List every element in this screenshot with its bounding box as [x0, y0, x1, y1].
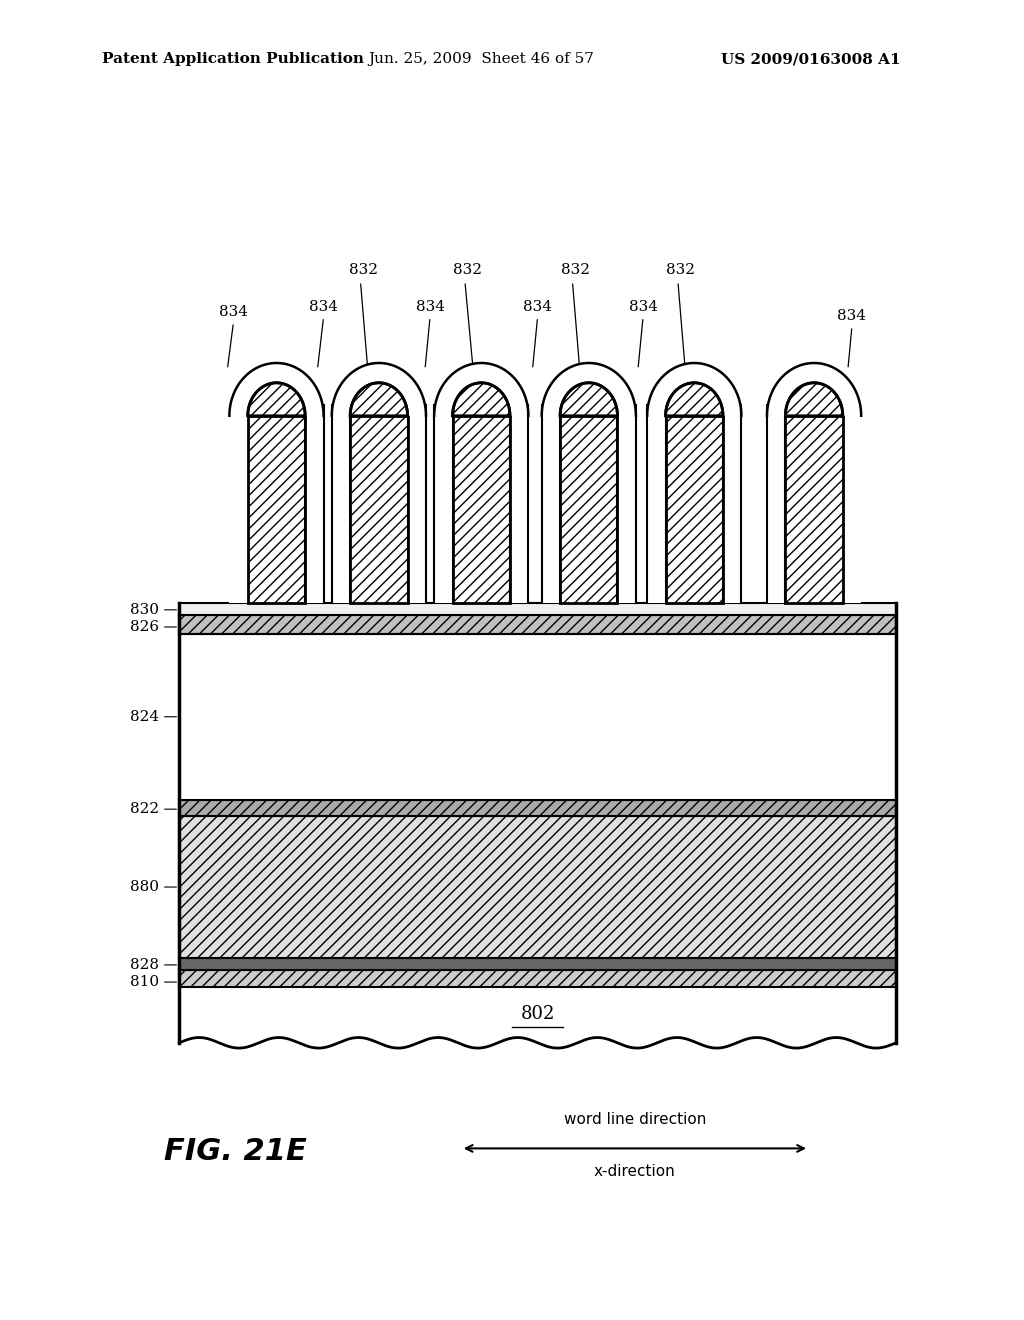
Polygon shape	[785, 383, 843, 416]
Polygon shape	[666, 383, 723, 416]
Bar	[179, 958, 896, 970]
Text: Jun. 25, 2009  Sheet 46 of 57: Jun. 25, 2009 Sheet 46 of 57	[369, 53, 594, 66]
Text: FIG. 21E: FIG. 21E	[164, 1137, 307, 1166]
Text: word line direction: word line direction	[563, 1113, 707, 1127]
Bar	[332, 405, 350, 603]
Polygon shape	[332, 363, 426, 416]
Text: 810: 810	[130, 975, 159, 989]
Text: 834: 834	[219, 305, 248, 319]
Bar	[179, 970, 896, 987]
Bar	[408, 405, 426, 603]
Bar	[179, 816, 896, 958]
Polygon shape	[229, 363, 324, 416]
Text: 834: 834	[309, 300, 338, 314]
Polygon shape	[542, 363, 636, 416]
Text: 834: 834	[838, 309, 866, 323]
Bar	[510, 405, 528, 603]
Text: 834: 834	[629, 300, 657, 314]
Bar	[179, 987, 896, 1043]
Bar	[843, 405, 861, 603]
Bar	[453, 416, 510, 603]
Polygon shape	[647, 363, 741, 416]
Text: 832: 832	[667, 263, 695, 277]
Text: 826: 826	[130, 620, 159, 634]
Text: 834: 834	[416, 300, 444, 314]
Polygon shape	[434, 363, 528, 416]
Text: 822: 822	[130, 803, 159, 816]
Bar	[248, 416, 305, 603]
Bar	[647, 405, 666, 603]
Bar	[785, 416, 843, 603]
Bar	[179, 615, 896, 634]
Bar	[179, 634, 896, 800]
Polygon shape	[767, 363, 861, 416]
Bar	[767, 405, 785, 603]
Text: 832: 832	[561, 263, 590, 277]
Text: 824: 824	[130, 710, 159, 723]
Bar	[542, 405, 560, 603]
Bar	[617, 405, 636, 603]
Bar	[350, 416, 408, 603]
Bar	[305, 405, 324, 603]
Text: 802: 802	[520, 1005, 555, 1023]
Text: 832: 832	[454, 263, 482, 277]
Text: Patent Application Publication: Patent Application Publication	[102, 53, 365, 66]
Text: 832: 832	[349, 263, 378, 277]
Text: 880: 880	[130, 880, 159, 894]
Text: US 2009/0163008 A1: US 2009/0163008 A1	[722, 53, 901, 66]
Polygon shape	[453, 383, 510, 416]
Text: 834: 834	[523, 300, 552, 314]
Bar	[179, 603, 896, 615]
Polygon shape	[560, 383, 617, 416]
Bar	[560, 416, 617, 603]
Text: x-direction: x-direction	[594, 1164, 676, 1179]
Text: 830: 830	[130, 603, 159, 616]
Polygon shape	[248, 383, 305, 416]
Bar	[229, 405, 248, 603]
Bar	[434, 405, 453, 603]
Polygon shape	[350, 383, 408, 416]
Bar	[179, 800, 896, 816]
Bar	[666, 416, 723, 603]
Bar	[723, 405, 741, 603]
Text: 828: 828	[130, 958, 159, 972]
